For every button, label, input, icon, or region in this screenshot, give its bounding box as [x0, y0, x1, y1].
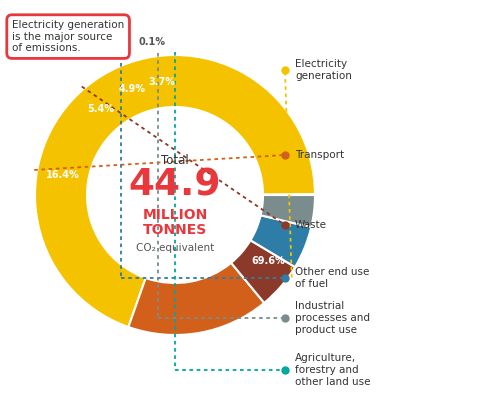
Text: 3.7%: 3.7% — [148, 77, 176, 87]
Text: CO₂ equivalent: CO₂ equivalent — [136, 243, 214, 253]
Wedge shape — [263, 194, 315, 195]
Text: 0.1%: 0.1% — [138, 37, 166, 47]
Wedge shape — [35, 55, 315, 327]
Text: Transport: Transport — [295, 150, 344, 160]
Text: 69.6%: 69.6% — [251, 256, 285, 266]
Text: 4.9%: 4.9% — [118, 85, 146, 94]
Text: 44.9: 44.9 — [129, 167, 221, 203]
Text: 5.4%: 5.4% — [87, 103, 114, 113]
Text: MILLION: MILLION — [142, 208, 208, 222]
Text: Waste: Waste — [295, 220, 327, 230]
Text: 16.4%: 16.4% — [46, 170, 80, 180]
Text: Electricity generation
is the major source
of emissions.: Electricity generation is the major sour… — [12, 20, 124, 53]
Text: Electricity
generation: Electricity generation — [295, 59, 352, 81]
Text: Total: Total — [161, 154, 189, 167]
Text: Industrial
processes and
product use: Industrial processes and product use — [295, 301, 370, 335]
Text: TONNES: TONNES — [143, 223, 207, 237]
Wedge shape — [231, 240, 295, 303]
Text: Other end use
of fuel: Other end use of fuel — [295, 267, 370, 289]
Wedge shape — [260, 195, 315, 227]
Wedge shape — [250, 215, 311, 267]
Text: Agriculture,
forestry and
other land use: Agriculture, forestry and other land use — [295, 353, 370, 387]
Wedge shape — [128, 263, 264, 335]
